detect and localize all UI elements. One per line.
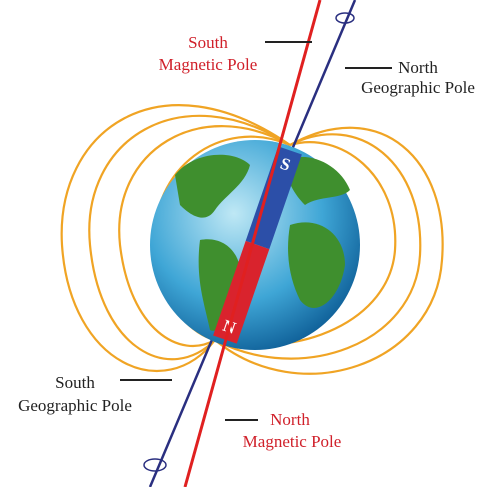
rotation-arrows <box>143 12 355 472</box>
label: Geographic Pole <box>361 78 475 97</box>
magnet: S N <box>213 146 302 344</box>
label: South <box>55 373 95 392</box>
label: Magnetic Pole <box>159 55 258 74</box>
field-lines <box>60 104 444 375</box>
magnet-north <box>213 240 270 344</box>
leader-lines <box>120 41 392 421</box>
label: South <box>188 33 228 52</box>
magnet-south <box>245 146 302 250</box>
label: North <box>270 410 310 429</box>
label: Geographic Pole <box>18 396 132 415</box>
label: North <box>398 58 438 77</box>
label: Magnetic Pole <box>243 432 342 451</box>
magnetic-axis <box>183 0 322 487</box>
